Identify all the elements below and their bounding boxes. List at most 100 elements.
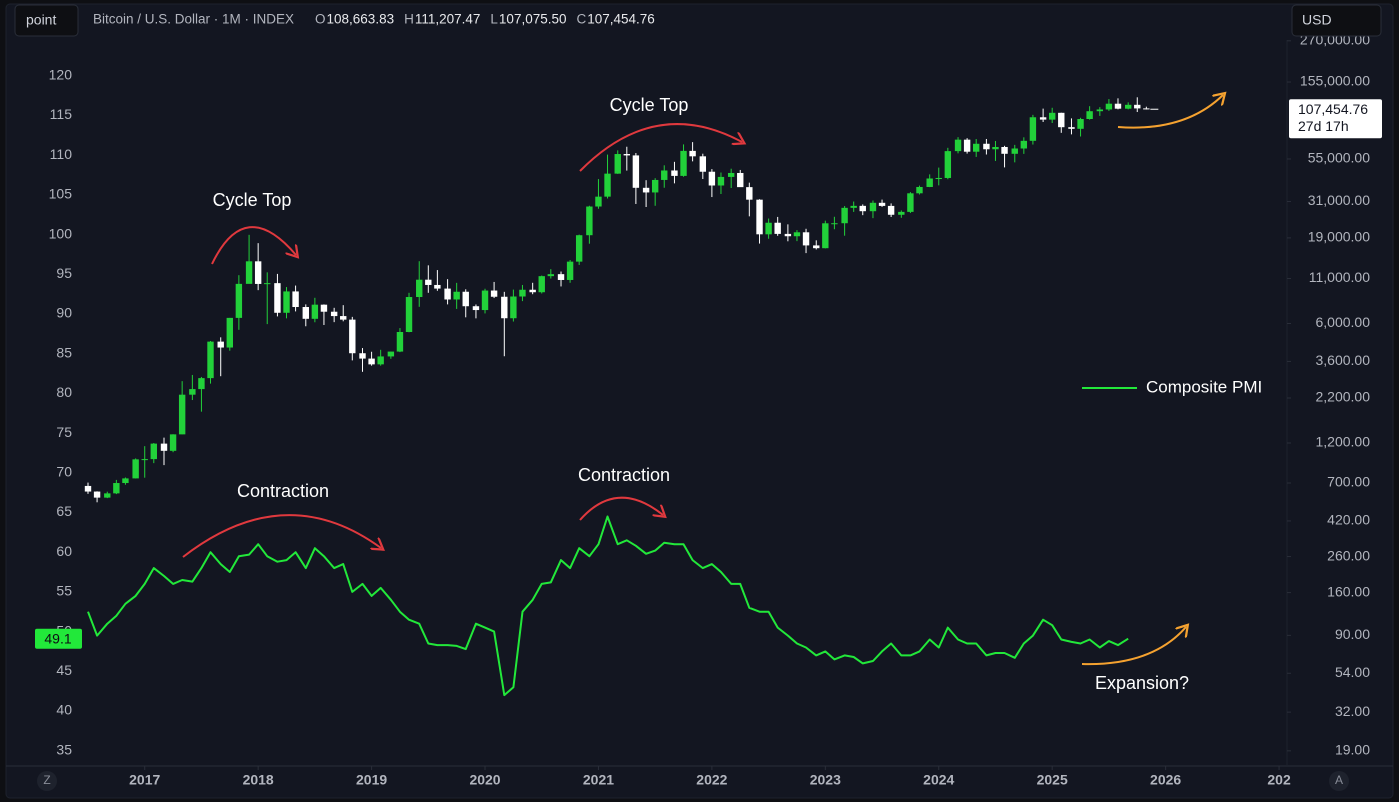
- candle-body: [1011, 148, 1018, 154]
- candle-body: [368, 358, 375, 365]
- y2-tick-label: 90.00: [1335, 626, 1370, 642]
- candle-body: [349, 319, 356, 354]
- x-tick-label: 2017: [129, 772, 160, 788]
- candle-body: [575, 235, 583, 262]
- candle-body: [311, 304, 319, 319]
- candle-body: [104, 493, 111, 498]
- y2-tick-label: 260.00: [1327, 547, 1370, 563]
- y2-tick-label: 11,000.00: [1309, 269, 1370, 285]
- badge-label[interactable]: A: [1335, 773, 1343, 787]
- arrow: [1117, 95, 1223, 129]
- candle-body: [1086, 111, 1093, 120]
- x-tick-label: 2023: [810, 772, 841, 788]
- candle-body: [774, 222, 781, 234]
- candle-body: [727, 172, 735, 177]
- candle-body: [510, 296, 517, 319]
- price-label: 107,454.76: [1298, 101, 1368, 117]
- candle-body: [916, 186, 923, 194]
- candle-body: [132, 459, 139, 479]
- interval-button[interactable]: [14, 4, 79, 37]
- y-tick-label: 100: [49, 225, 73, 241]
- annotation: Cycle Top: [610, 95, 689, 115]
- candle-body: [178, 394, 186, 435]
- annotation: Contraction: [578, 465, 670, 485]
- candle-body: [708, 171, 716, 186]
- price-badge: [1289, 99, 1382, 139]
- candle-body: [756, 199, 763, 235]
- candle-body: [122, 478, 129, 484]
- ohlc-key: L: [490, 12, 498, 27]
- y2-tick-label: 55,000.00: [1308, 150, 1370, 166]
- y2-tick-label: 3,600.00: [1316, 352, 1371, 368]
- y-tick-label: 85: [56, 344, 72, 360]
- arrow: [579, 496, 663, 521]
- ohlc-value: 107,075.50: [499, 12, 567, 27]
- candle-body: [586, 206, 593, 236]
- candle-body: [416, 279, 423, 298]
- x-tick-label: 2026: [1150, 772, 1181, 788]
- y2-tick-label: 1,200.00: [1316, 434, 1371, 450]
- candle-body: [954, 139, 962, 152]
- candle-body: [1077, 119, 1084, 129]
- candle-body: [671, 170, 678, 176]
- legend-label: Composite PMI: [1146, 377, 1262, 396]
- candle-body: [831, 223, 838, 225]
- y2-tick-label: 160.00: [1327, 583, 1370, 599]
- candle-body: [1068, 127, 1075, 129]
- candle-body: [189, 389, 196, 395]
- x-tick-label: 2022: [696, 772, 727, 788]
- annotation: Contraction: [237, 481, 329, 501]
- candle-body: [850, 205, 857, 208]
- candle-body: [623, 154, 631, 156]
- candle-body: [141, 459, 148, 461]
- candle-body: [519, 289, 526, 297]
- candle-body: [396, 332, 404, 352]
- candle-body: [699, 156, 707, 172]
- y-tick-label: 105: [49, 186, 73, 202]
- candle-body: [632, 155, 640, 188]
- candle-body: [529, 289, 536, 293]
- x-tick-label: 2021: [583, 772, 614, 788]
- candle-body: [1058, 112, 1065, 128]
- badge[interactable]: [37, 771, 57, 791]
- candle-body: [680, 150, 687, 176]
- y-tick-label: 60: [56, 543, 72, 559]
- candle-body: [320, 304, 328, 312]
- plot-area: 3540455055606570758085909510010511011512…: [35, 32, 1382, 788]
- candle-body: [425, 279, 432, 285]
- x-tick-label: 2024: [923, 772, 954, 788]
- candle-body: [444, 288, 451, 300]
- candle-body: [113, 483, 120, 494]
- y-tick-label: 55: [56, 583, 72, 599]
- interval-button-label[interactable]: point: [26, 12, 56, 28]
- ohlc-key: C: [577, 12, 587, 27]
- x-tick-label: 2018: [243, 772, 274, 788]
- candle-body: [235, 283, 243, 318]
- badge[interactable]: [1329, 771, 1349, 791]
- candle-body: [274, 283, 281, 313]
- currency-button-label[interactable]: USD: [1302, 12, 1332, 28]
- candle-body: [93, 491, 101, 498]
- arrow: [579, 123, 742, 172]
- candle-body: [1001, 146, 1008, 154]
- y2-tick-label: 54.00: [1335, 664, 1370, 680]
- candle-body: [217, 341, 224, 348]
- ohlc-value: 107,454.76: [587, 12, 655, 27]
- currency-button[interactable]: [1291, 4, 1382, 37]
- candle-body: [292, 291, 299, 308]
- y2-tick-label: 2,200.00: [1316, 389, 1371, 405]
- candle-body: [557, 274, 565, 280]
- candle-body: [983, 143, 990, 150]
- y-tick-label: 110: [50, 146, 73, 162]
- candle-body: [651, 179, 659, 193]
- badge-label[interactable]: Z: [43, 773, 50, 787]
- annotation: Expansion?: [1095, 673, 1189, 693]
- y2-tick-label: 6,000.00: [1316, 314, 1371, 330]
- candle-body: [841, 207, 848, 224]
- candle-body: [207, 341, 214, 379]
- y-tick-label: 75: [56, 424, 72, 440]
- symbol: Bitcoin / U.S. Dollar · 1M · INDEX: [93, 12, 294, 27]
- candle-body: [481, 290, 489, 311]
- candle-body: [802, 232, 810, 246]
